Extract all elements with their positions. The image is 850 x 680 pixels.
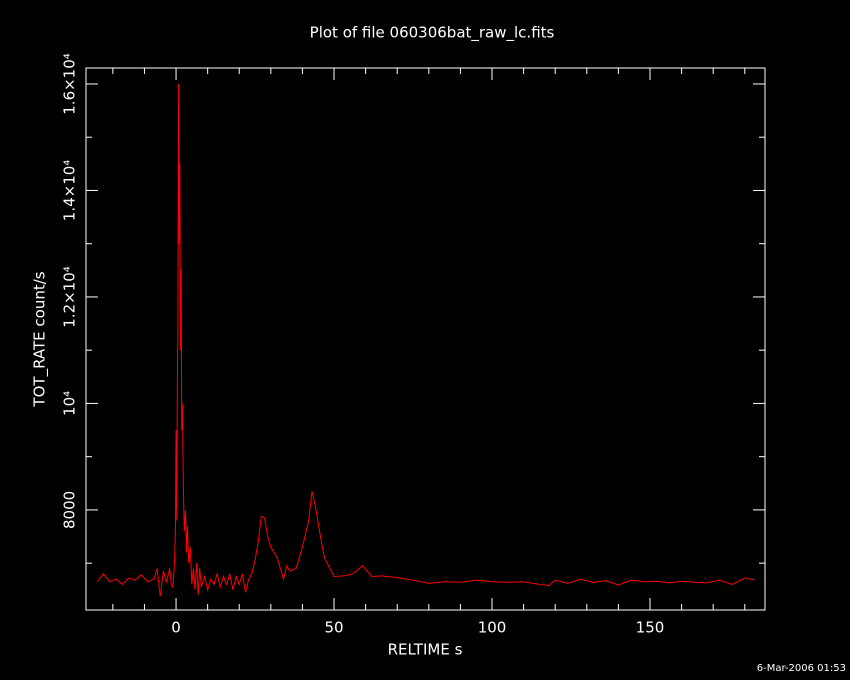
footer-date: 6-Mar-2006 01:53 [757,663,846,674]
y-tick-label: 1.6×10⁴ [61,53,79,115]
chart-title: Plot of file 060306bat_raw_lc.fits [310,24,555,43]
y-axis-label: TOT_RATE count/s [31,271,50,407]
x-tick-label: 0 [171,619,181,637]
y-tick-label: 1.2×10⁴ [61,266,79,328]
y-tick-label: 8000 [61,491,79,529]
x-axis-label: RELTIME s [388,641,463,659]
data-line [96,83,755,597]
x-tick-label: 100 [478,619,507,637]
x-tick-label: 150 [636,619,665,637]
y-tick-label: 10⁴ [61,391,79,416]
plot-frame [85,67,766,611]
x-tick-label: 50 [324,619,343,637]
y-tick-label: 1.4×10⁴ [61,160,79,222]
